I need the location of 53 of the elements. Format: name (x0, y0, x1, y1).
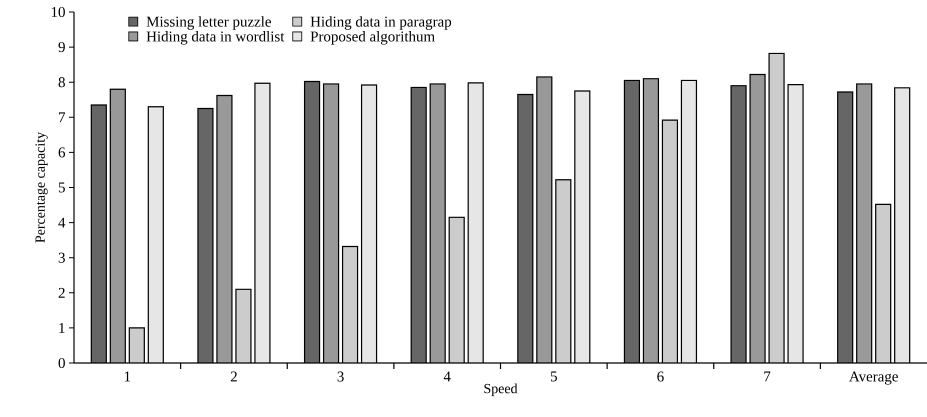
y-tick-label: 0 (58, 358, 65, 368)
bar (254, 83, 270, 363)
bar (894, 87, 910, 363)
bar (110, 89, 126, 363)
x-tick-label: 1 (124, 372, 130, 382)
bar (681, 80, 696, 363)
y-tick-label: 1 (59, 322, 65, 333)
bar (324, 84, 339, 363)
bar (430, 84, 446, 363)
bar (856, 83, 872, 363)
bar (468, 82, 484, 363)
bar (342, 246, 358, 363)
x-axis-title: Speed (484, 383, 518, 396)
bar (536, 76, 552, 363)
bar (362, 85, 377, 363)
bar (198, 108, 213, 363)
y-tick-label: 5 (58, 182, 65, 192)
legend-label: Proposed algorithum (310, 31, 435, 45)
x-tick-label: 7 (764, 372, 770, 382)
bar (769, 53, 784, 363)
bar (750, 74, 766, 363)
y-axis-title: Percentage capacity (35, 132, 48, 243)
x-tick-label: 2 (230, 372, 237, 382)
y-tick-label: 6 (58, 147, 66, 158)
bar (518, 94, 533, 363)
bar (236, 289, 251, 363)
bar (662, 120, 678, 363)
bar (837, 91, 854, 363)
bar (731, 86, 746, 363)
bar (643, 78, 658, 363)
x-tick-label: Average (849, 372, 898, 385)
bar (91, 105, 106, 363)
x-tick-label: 4 (444, 372, 451, 382)
bar (304, 81, 320, 363)
x-tick-label: 6 (657, 372, 664, 382)
legend-label: Hiding data in wordlist (146, 31, 284, 45)
bar (788, 84, 804, 363)
bar (574, 90, 590, 363)
y-tick-label: 2 (58, 288, 65, 298)
y-tick-label: 10 (52, 6, 65, 18)
bar (148, 106, 164, 363)
legend-label: Missing letter puzzle (146, 16, 271, 30)
bar (624, 80, 640, 363)
bar (216, 96, 232, 363)
legend-label: Hiding data in paragrap (310, 16, 452, 30)
y-tick-label: 8 (58, 77, 65, 88)
x-tick-label: 5 (550, 372, 557, 382)
bar (411, 87, 426, 363)
x-tick-label: 3 (338, 372, 344, 382)
y-tick-label: 9 (58, 42, 65, 52)
y-tick-label: 4 (58, 218, 66, 228)
y-tick-label: 3 (58, 252, 65, 263)
y-tick-label: 7 (58, 112, 66, 122)
